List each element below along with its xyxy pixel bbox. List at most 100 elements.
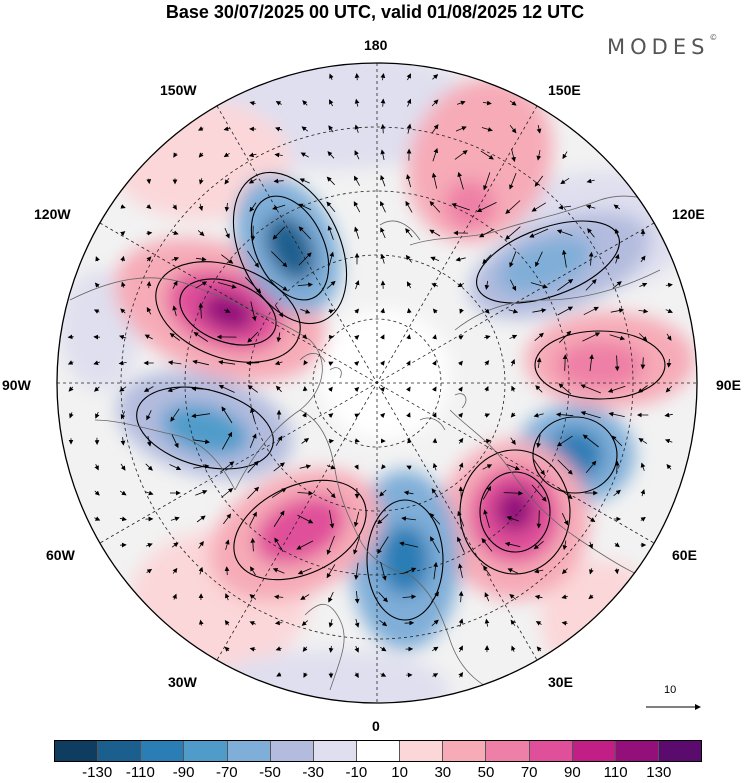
wind-vector: [458, 437, 464, 444]
wind-vector: [431, 646, 439, 652]
wind-vector: [173, 152, 178, 158]
wind-vector: [433, 561, 438, 580]
longitude-label-30w: 30W: [168, 674, 197, 690]
wind-vector: [532, 308, 547, 313]
wind-vector: [146, 281, 152, 289]
colorbar-swatch: [98, 741, 142, 761]
wind-vector: [274, 360, 283, 366]
longitude-label-30e: 30E: [548, 674, 573, 690]
wind-vector: [454, 150, 468, 160]
wind-vector: [665, 308, 673, 313]
wind-vector: [402, 594, 417, 600]
wind-vector: [249, 202, 257, 212]
wind-vector: [582, 434, 599, 448]
wind-vector: [328, 361, 334, 366]
wind-vector: [276, 672, 282, 677]
colorbar-tick-label: 50: [477, 764, 495, 781]
wind-vector: [326, 176, 335, 186]
wind-vector: [195, 281, 208, 289]
wind-vector: [247, 460, 259, 473]
meridians: [57, 63, 697, 703]
wind-vector: [217, 282, 237, 289]
positive-anomaly-60w-core: [254, 496, 346, 564]
wind-vector: [120, 437, 126, 446]
wind-vector: [326, 488, 336, 499]
wind-vector: [272, 568, 285, 574]
wind-vector: [458, 360, 463, 366]
wind-vector: [377, 514, 389, 525]
wind-vector: [557, 306, 574, 316]
wind-vector: [614, 228, 620, 237]
wind-vector: [353, 201, 361, 213]
wind-vector: [613, 489, 621, 497]
wind-vector: [354, 124, 360, 133]
colorbar-swatch: [658, 741, 702, 761]
wind-vector: [431, 591, 439, 603]
wind-vector: [329, 510, 335, 529]
wind-vector: [249, 621, 256, 626]
colorbar-swatch: [615, 741, 659, 761]
wind-vector: [354, 361, 360, 367]
wind-vector: [118, 360, 127, 366]
wind-vector: [484, 592, 490, 602]
wind-vector: [664, 438, 673, 444]
wind-vector: [94, 490, 100, 496]
wind-vector: [275, 101, 282, 106]
wind-vector: [146, 256, 152, 262]
wind-vector: [169, 333, 180, 341]
wind-vector: [614, 355, 620, 372]
wind-vector: [484, 280, 490, 290]
wind-vector: [218, 360, 236, 365]
wind-vector: [640, 516, 646, 522]
brand-name: MODES: [607, 35, 710, 59]
wind-vector: [354, 386, 360, 392]
positive-anomaly-90e-core: [555, 341, 645, 389]
wind-vector: [557, 279, 574, 291]
colorbar-ticks: -130 -110 -90 -70 -50 -30 -10 10 30 50 70 90 110 130: [54, 764, 702, 782]
wind-vector: [431, 283, 439, 288]
wind-vector: [224, 539, 230, 550]
wind-vector: [354, 98, 360, 107]
wind-vector: [197, 126, 204, 131]
wind-vector: [380, 200, 386, 213]
wind-vector: [68, 386, 74, 392]
wind-vector: [297, 282, 313, 288]
wind-vector: [406, 360, 411, 366]
wind-vector: [506, 464, 520, 471]
wind-vector: [328, 251, 335, 266]
wind-vector: [93, 360, 101, 365]
wind-vector: [505, 200, 521, 215]
wind-vector: [562, 354, 568, 371]
wind-vector: [273, 510, 285, 528]
wind-vector: [224, 177, 230, 185]
wind-vector: [638, 437, 648, 444]
wind-vector: [272, 226, 286, 240]
colorbar-tick-label: -30: [302, 764, 325, 781]
wind-vector: [247, 385, 259, 393]
wind-vector: [561, 594, 568, 600]
wind-vector: [458, 462, 464, 472]
wind-vector: [328, 619, 334, 628]
wind-vector: [504, 541, 521, 548]
wind-vector: [143, 386, 154, 392]
modes-logo: MODES©: [607, 33, 717, 59]
wind-vector: [401, 516, 417, 521]
wind-vector: [380, 308, 385, 314]
wind-vector: [120, 463, 126, 471]
wind-vector: [480, 150, 494, 160]
wind-vector: [302, 100, 308, 106]
colorbar-swatch: [313, 741, 357, 761]
wind-vector: [224, 227, 230, 239]
longitude-label-120e: 120E: [672, 206, 705, 222]
wind-vector: [198, 566, 204, 575]
colorbar-tick-label: 90: [564, 764, 581, 781]
wind-vector: [534, 175, 544, 187]
wind-vector: [457, 510, 465, 527]
wind-vector: [172, 204, 177, 210]
wind-vector: [535, 621, 542, 626]
wind-vector: [380, 98, 386, 107]
colorbar-swatch: [443, 741, 487, 761]
longitude-label-90w: 90W: [2, 377, 31, 393]
wind-vector: [328, 413, 334, 418]
wind-vector: [429, 513, 441, 525]
